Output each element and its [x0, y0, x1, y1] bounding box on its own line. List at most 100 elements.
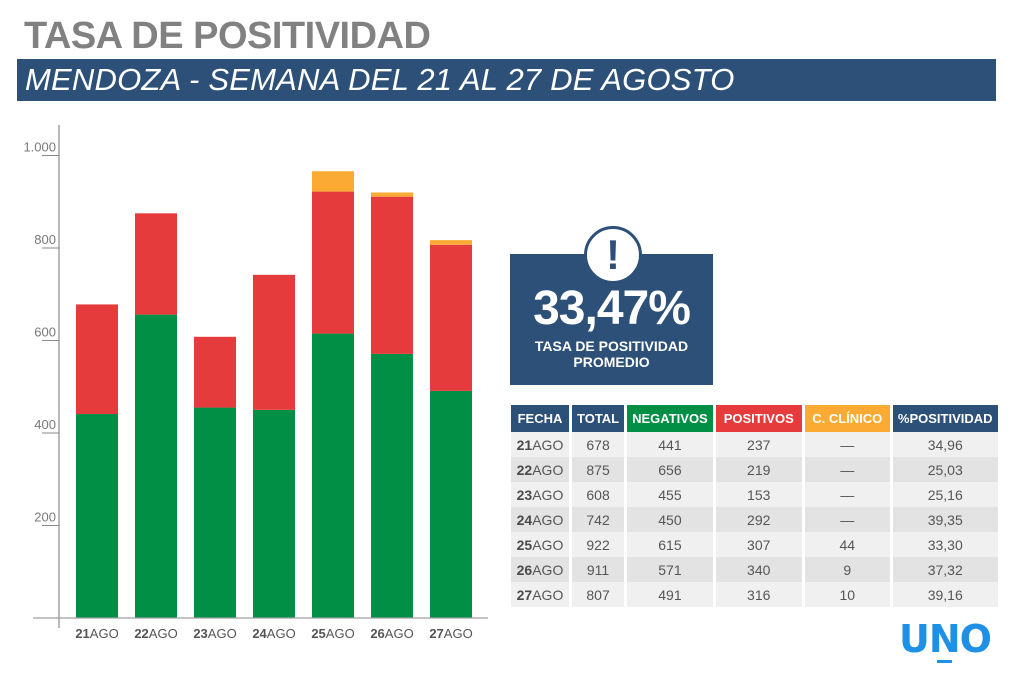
cell-clinico: —	[804, 432, 890, 457]
table-row: 26AGO 911 571 340 9 37,32	[511, 557, 998, 582]
cell-fecha: 22AGO	[511, 457, 569, 482]
x-tick-label: 23AGO	[193, 626, 236, 641]
y-tick-label: 600	[34, 325, 56, 340]
x-tick-day: 25	[311, 626, 325, 641]
y-axis: 200 400 600 800 1.000	[23, 125, 60, 628]
cell-positivos: 316	[715, 582, 802, 607]
exclamation-icon: !	[584, 226, 642, 284]
cell-positivos: 219	[715, 457, 802, 482]
x-tick-month: AGO	[444, 626, 473, 641]
bar-negativos-22	[135, 314, 177, 618]
cell-fecha: 23AGO	[511, 482, 569, 507]
x-tick-label: 22AGO	[134, 626, 177, 641]
kpi-label-line2: PROMEDIO	[573, 354, 650, 370]
cell-total: 807	[572, 582, 625, 607]
table-row: 24AGO 742 450 292—39,35	[511, 507, 998, 532]
table-row: 23AGO 608 455 153—25,16	[511, 482, 998, 507]
cell-total: 922	[572, 532, 625, 557]
bar-positivos-26	[371, 196, 413, 354]
cell-negativos: 455	[627, 482, 713, 507]
cell-month: AGO	[532, 436, 564, 453]
x-tick-day: 23	[193, 626, 207, 641]
header-fecha: FECHA	[511, 405, 569, 432]
cell-clinico: —	[804, 482, 890, 507]
bar-positivos-22	[135, 213, 177, 315]
table-row: 21AGO 678 441 237—34,96	[511, 432, 998, 457]
cell-positivos: 307	[715, 532, 802, 557]
cell-day: 22	[516, 461, 533, 478]
cell-negativos: 441	[627, 432, 713, 457]
data-table: FECHA TOTAL NEGATIVOS POSITIVOS C. CLÍNI…	[508, 405, 1001, 607]
logo-letter-n: N	[928, 617, 961, 661]
x-tick-day: 24	[252, 626, 267, 641]
cell-positivos: 153	[715, 482, 802, 507]
page-subtitle: MENDOZA - SEMANA DEL 21 AL 27 DE AGOSTO	[25, 62, 735, 97]
bar-negativos-21	[76, 414, 118, 618]
header-clinico: C. CLÍNICO	[804, 405, 890, 432]
cell-negativos: 571	[627, 557, 713, 582]
bars-group	[76, 171, 472, 618]
cell-month: AGO	[532, 561, 564, 578]
x-tick-label: 25AGO	[311, 626, 354, 641]
cell-total: 678	[572, 432, 625, 457]
cell-clinico: 9	[804, 557, 890, 582]
bar-positivos-23	[194, 336, 236, 408]
bar-c-cl-nico-26	[371, 192, 413, 197]
table-row: 27AGO 807 491 316 10 39,16	[511, 582, 998, 607]
uno-logo: UNO	[899, 617, 992, 661]
cell-fecha: 27AGO	[511, 582, 569, 607]
bar-negativos-26	[371, 353, 413, 618]
cell-clinico: —	[804, 457, 890, 482]
cell-fecha: 26AGO	[511, 557, 569, 582]
cell-total: 608	[572, 482, 625, 507]
x-tick-label: 24AGO	[252, 626, 295, 641]
cell-positividad: 25,16	[892, 482, 998, 507]
cell-fecha: 21AGO	[511, 432, 569, 457]
cell-clinico: 10	[804, 582, 890, 607]
cell-day: 21	[516, 436, 533, 453]
logo-letter-u: U	[899, 617, 930, 661]
cell-positividad: 33,30	[892, 532, 998, 557]
cell-day: 25	[516, 536, 533, 553]
cell-clinico: —	[804, 507, 890, 532]
bar-negativos-24	[253, 409, 295, 618]
cell-positividad: 37,32	[892, 557, 998, 582]
header-negativos: NEGATIVOS	[627, 405, 713, 432]
cell-total: 742	[572, 507, 625, 532]
bar-negativos-27	[430, 390, 472, 618]
kpi-value: 33,47%	[533, 282, 691, 335]
header-total: TOTAL	[572, 405, 625, 432]
cell-month: AGO	[532, 536, 564, 553]
x-tick-month: AGO	[208, 626, 237, 641]
bar-positivos-25	[312, 191, 354, 334]
cell-positividad: 25,03	[892, 457, 998, 482]
x-tick-label: 27AGO	[429, 626, 472, 641]
cell-positivos: 340	[715, 557, 802, 582]
kpi-card: 33,47% TASA DE POSITIVIDAD PROMEDIO	[510, 254, 713, 385]
kpi-label-line1: TASA DE POSITIVIDAD	[534, 338, 689, 354]
cell-negativos: 656	[627, 457, 713, 482]
logo-letter-o: O	[959, 617, 992, 661]
cell-positivos: 292	[715, 507, 802, 532]
cell-negativos: 615	[627, 532, 713, 557]
bar-negativos-25	[312, 333, 354, 618]
cell-fecha: 24AGO	[511, 507, 569, 532]
cell-positividad: 39,35	[892, 507, 998, 532]
bar-negativos-23	[194, 407, 236, 618]
x-tick-month: AGO	[326, 626, 355, 641]
cell-day: 23	[516, 486, 533, 503]
cell-negativos: 450	[627, 507, 713, 532]
bar-positivos-21	[76, 304, 118, 415]
cell-positividad: 39,16	[892, 582, 998, 607]
y-tick-label: 800	[34, 232, 56, 247]
x-tick-day: 21	[75, 626, 89, 641]
cell-clinico: 44	[804, 532, 890, 557]
y-tick-label: 200	[34, 510, 56, 525]
x-axis: 21AGO 22AGO 23AGO 24AGO 25AGO 26AGO 27AGO	[33, 617, 488, 641]
cell-total: 911	[572, 557, 625, 582]
page-title: TASA DE POSITIVIDAD	[24, 15, 431, 57]
header-positividad: %POSITIVIDAD	[892, 405, 998, 432]
table-row: 25AGO 922 615 307 44 33,30	[511, 532, 998, 557]
x-tick-day: 26	[370, 626, 384, 641]
